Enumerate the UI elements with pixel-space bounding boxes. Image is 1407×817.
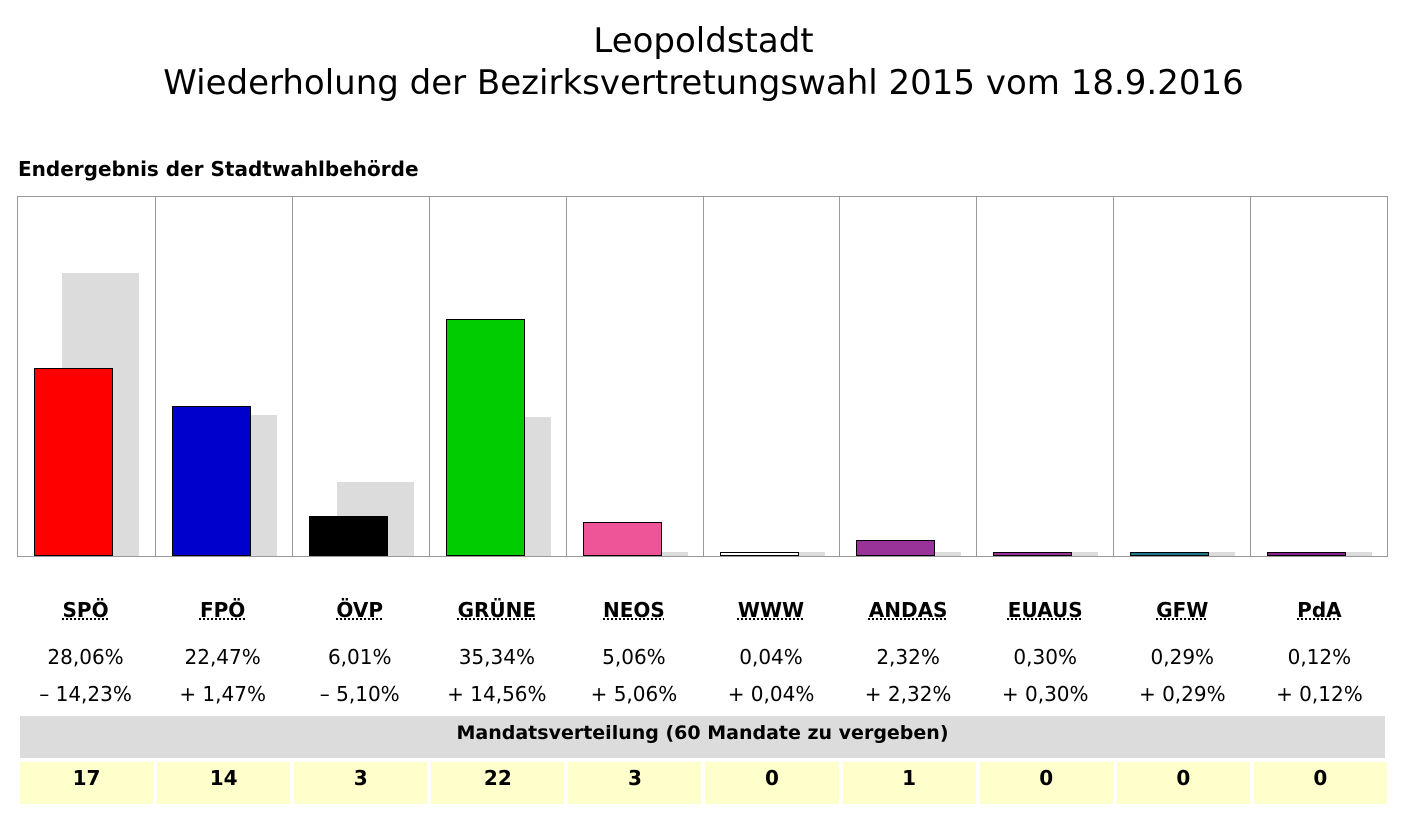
party-name: EUAUS (977, 598, 1114, 622)
column-NEOS (565, 197, 703, 556)
party-name: PdA (1251, 598, 1388, 622)
percent-label: 22,47% (184, 645, 261, 669)
party-name: WWW (702, 598, 839, 622)
party-name: ÖVP (291, 598, 428, 622)
chart-subtitle: Wiederholung der Bezirksvertretungswahl … (163, 63, 1244, 103)
section-title: Endergebnis der Stadtwahlbehörde (18, 157, 419, 181)
percent-label: 35,34% (458, 645, 535, 669)
percent-label: 0,12% (1287, 645, 1352, 669)
change-label: + 0,04% (727, 682, 815, 706)
percent-label: 0,30% (1013, 645, 1077, 669)
party-names: SPÖ FPÖ ÖVP GRÜNE NEOS WWW ANDAS EUAUS GFW PdA (17, 598, 1388, 622)
percent-row: 28,06% 22,47% 6,01% 35,34% 5,06% 0,04% 2,32% 0,… (17, 645, 1388, 669)
party-name: GRÜNE (428, 598, 565, 622)
party-abbr: FPÖ (199, 598, 246, 622)
change-label: + 1,47% (179, 682, 266, 706)
change-label: + 2,32% (864, 682, 952, 706)
party-name: SPÖ (17, 598, 154, 622)
change-label: – 5,10% (319, 682, 400, 706)
change-row: – 14,23% + 1,47% – 5,10% + 14,56% + 5,06% + 0… (17, 682, 1388, 706)
mandate-count: 1 (842, 762, 976, 804)
party-abbr: WWW (737, 598, 805, 622)
mandate-header: Mandatsverteilung (60 Mandate zu vergebe… (20, 716, 1385, 758)
party-abbr: ÖVP (336, 598, 384, 622)
bar-current-ANDAS (856, 540, 936, 556)
column-WWW (702, 197, 840, 556)
mandate-count: 0 (1116, 762, 1250, 804)
party-abbr: EUAUS (1007, 598, 1083, 622)
party-abbr: NEOS (603, 598, 665, 622)
party-abbr: PdA (1297, 598, 1342, 622)
change-label: + 5,06% (590, 682, 678, 706)
percent-label: 2,32% (876, 645, 940, 669)
mandate-count: 0 (1253, 762, 1387, 804)
bar-chart (17, 196, 1388, 557)
column-ÖVP (291, 197, 429, 556)
mandate-count: 22 (431, 762, 565, 804)
party-abbr: GRÜNE (457, 598, 537, 622)
column-GFW (1113, 197, 1250, 556)
change-label: + 0,12% (1276, 682, 1363, 706)
mandate-count: 0 (705, 762, 839, 804)
change-label: – 14,23% (39, 682, 132, 706)
percent-label: 0,04% (739, 645, 803, 669)
party-abbr: SPÖ (62, 598, 109, 622)
bar-current-WWW (719, 552, 799, 556)
column-GRÜNE (428, 197, 566, 556)
column-EUAUS (976, 197, 1113, 556)
column-PdA (1250, 197, 1387, 556)
party-name: GFW (1114, 598, 1251, 622)
bar-current-SPÖ (34, 368, 113, 556)
party-name: NEOS (565, 598, 702, 622)
mandate-count: 14 (157, 762, 291, 804)
percent-label: 6,01% (327, 645, 392, 669)
chart-title: Leopoldstadt (593, 21, 814, 61)
percent-label: 5,06% (602, 645, 666, 669)
change-label: + 0,29% (1138, 682, 1226, 706)
party-abbr: ANDAS (868, 598, 948, 622)
mandate-count: 3 (568, 762, 702, 804)
bar-current-ÖVP (308, 515, 388, 556)
mandate-count: 17 (20, 762, 154, 804)
bar-current-FPÖ (171, 405, 251, 556)
bar-current-GFW (1130, 552, 1210, 556)
party-name: ANDAS (840, 598, 977, 622)
bar-current-EUAUS (993, 552, 1073, 556)
column-SPÖ (18, 197, 155, 556)
percent-label: 0,29% (1150, 645, 1215, 669)
party-abbr: GFW (1156, 598, 1209, 622)
column-FPÖ (154, 197, 292, 556)
change-label: + 0,30% (1001, 682, 1089, 706)
bar-current-NEOS (582, 522, 662, 556)
percent-label: 28,06% (47, 645, 124, 669)
bar-current-GRÜNE (445, 319, 525, 556)
mandate-count: 3 (294, 762, 428, 804)
mandate-count: 0 (979, 762, 1113, 804)
bar-current-PdA (1267, 552, 1347, 556)
party-name: FPÖ (154, 598, 291, 622)
change-label: + 14,56% (447, 682, 547, 706)
column-ANDAS (839, 197, 976, 556)
mandate-row: 17 14 3 22 3 0 1 0 0 0 (20, 762, 1387, 804)
